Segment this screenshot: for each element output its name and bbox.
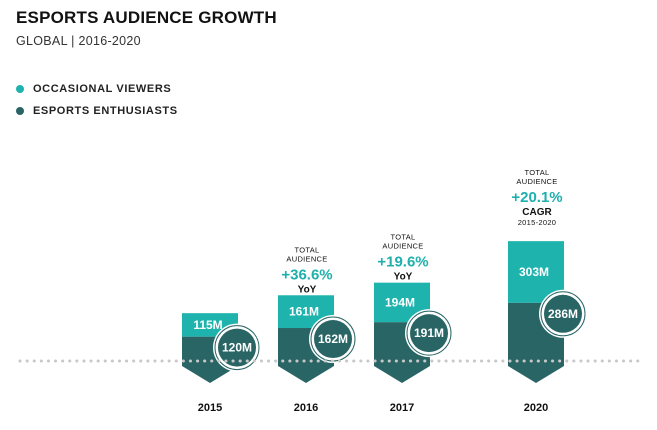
chart-subtitle: GLOBAL | 2016-2020 — [16, 34, 141, 48]
badge-outline-2020 — [540, 291, 586, 337]
badge-outline-2017 — [406, 310, 452, 356]
annotation-line1-2020: TOTAL — [525, 168, 550, 177]
legend-swatch-enthusiasts — [16, 107, 24, 115]
annotation-line1-2017: TOTAL — [391, 233, 416, 242]
badge-2016 — [314, 320, 352, 359]
year-label-2015: 2015 — [198, 402, 222, 414]
label-occasional-2017: 194M — [385, 295, 415, 309]
legend-item-occasional: OCCASIONAL VIEWERS — [16, 78, 178, 100]
badge-2020 — [544, 294, 582, 333]
legend-swatch-occasional — [16, 85, 24, 93]
annotation-line2-2016: AUDIENCE — [286, 254, 327, 263]
annotation-line2-2020: AUDIENCE — [516, 177, 557, 186]
label-enthusiasts-2020: 286M — [548, 307, 578, 321]
badge-2017 — [410, 314, 448, 353]
legend-label-enthusiasts: ESPORTS ENTHUSIASTS — [33, 105, 178, 117]
badge-outline-2015 — [214, 325, 260, 371]
annotation-unit-2016: YoY — [298, 284, 317, 295]
annotation-value-2020: +20.1% — [511, 189, 562, 206]
annotation-unit-2020: CAGR — [522, 207, 552, 218]
legend-item-enthusiasts: ESPORTS ENTHUSIASTS — [16, 100, 178, 122]
annotation-line2-2017: AUDIENCE — [382, 242, 423, 251]
label-enthusiasts-2017: 191M — [414, 326, 444, 340]
legend-label-occasional: OCCASIONAL VIEWERS — [33, 83, 172, 95]
annotation-unit-2017: YoY — [394, 272, 413, 283]
label-occasional-2020: 303M — [519, 265, 549, 279]
chart-title: ESPORTS AUDIENCE GROWTH — [16, 8, 277, 27]
annotation-value-2016: +36.6% — [281, 266, 332, 283]
label-occasional-2015: 115M — [193, 318, 222, 332]
badge-2015 — [218, 328, 256, 367]
label-occasional-2016: 161M — [289, 305, 319, 319]
label-enthusiasts-2016: 162M — [318, 332, 348, 346]
year-label-2020: 2020 — [524, 402, 548, 414]
legend: OCCASIONAL VIEWERS ESPORTS ENTHUSIASTS — [16, 78, 178, 122]
year-label-2016: 2016 — [294, 402, 318, 414]
annotation-value-2017: +19.6% — [377, 254, 428, 271]
label-enthusiasts-2015: 120M — [222, 341, 252, 355]
year-label-2017: 2017 — [390, 402, 414, 414]
annotation-line1-2016: TOTAL — [295, 245, 320, 254]
annotation-extra-2020: 2015-2020 — [518, 218, 557, 227]
